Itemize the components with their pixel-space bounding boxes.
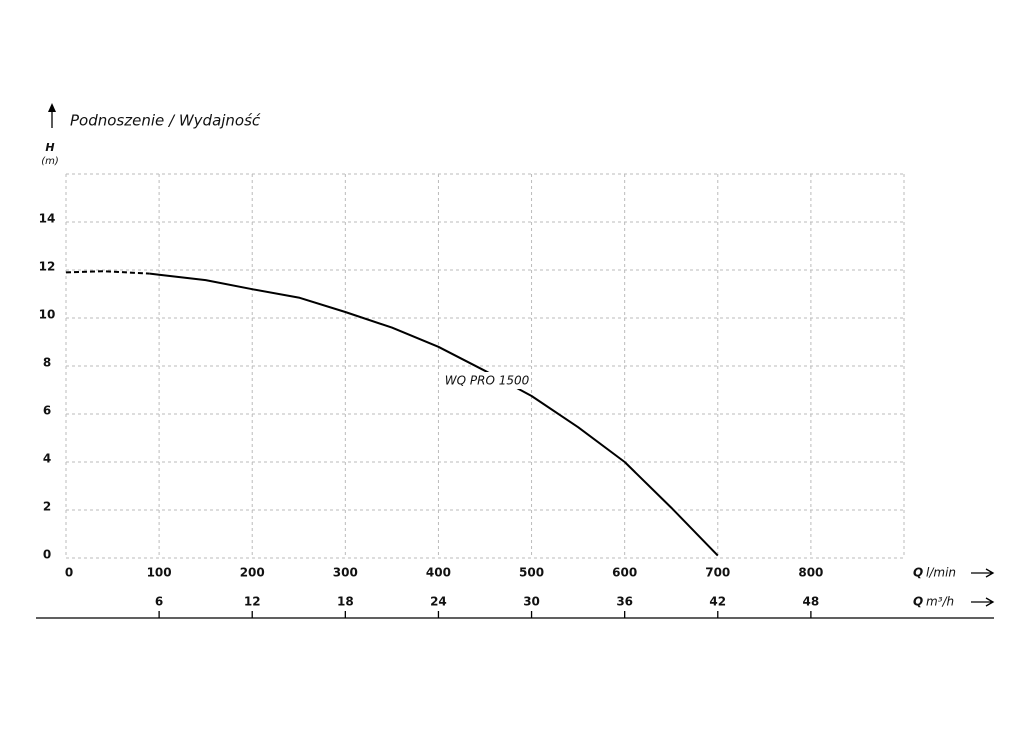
x-label-unit: l/min bbox=[926, 566, 956, 580]
x2-tick-label: 12 bbox=[244, 595, 261, 609]
x2-tick-label: 18 bbox=[337, 595, 354, 609]
x-tick-label: 400 bbox=[426, 566, 451, 580]
series-label: WQ PRO 1500 bbox=[445, 374, 530, 388]
x-tick-label: 700 bbox=[705, 566, 730, 580]
x2-label-unit: m³/h bbox=[926, 595, 954, 609]
x2-tick-label: 6 bbox=[155, 595, 163, 609]
x2-label-symbol: Q bbox=[913, 595, 923, 609]
y-tick-label: 4 bbox=[43, 452, 51, 466]
chart-title: Podnoszenie / Wydajność bbox=[70, 112, 261, 130]
curve-dashed bbox=[65, 270, 150, 275]
label-background bbox=[446, 372, 528, 389]
x2-arrow bbox=[971, 597, 995, 607]
x-tick-label: 200 bbox=[240, 566, 265, 580]
x-label-symbol: Q bbox=[913, 566, 923, 580]
y-unit: (m) bbox=[41, 156, 59, 167]
x2-tick-label: 36 bbox=[616, 595, 633, 609]
y-tick-label: 10 bbox=[39, 308, 56, 322]
y-tick-label: 8 bbox=[43, 356, 51, 370]
x-tick-label: 100 bbox=[147, 566, 172, 580]
x2-tick-label: 48 bbox=[803, 595, 820, 609]
y-tick-label: 0 bbox=[43, 548, 51, 562]
x-arrow bbox=[971, 568, 995, 578]
x-tick-label: 300 bbox=[333, 566, 358, 580]
x2-tick-label: 42 bbox=[709, 595, 726, 609]
y-tick-label: 2 bbox=[43, 500, 51, 514]
y-label: H bbox=[45, 141, 54, 154]
x-tick-label: 600 bbox=[612, 566, 637, 580]
x-tick-label: 500 bbox=[519, 566, 544, 580]
y-arrow-head bbox=[48, 103, 56, 112]
curve bbox=[149, 272, 719, 557]
y-tick-label: 12 bbox=[39, 260, 56, 274]
y-tick-label: 6 bbox=[43, 404, 51, 418]
x-tick-label: 800 bbox=[798, 566, 823, 580]
x2-tick-label: 30 bbox=[523, 595, 540, 609]
x2-tick-label: 24 bbox=[430, 595, 447, 609]
x-tick-label: 0 bbox=[65, 566, 73, 580]
y-tick-label: 14 bbox=[39, 212, 56, 226]
